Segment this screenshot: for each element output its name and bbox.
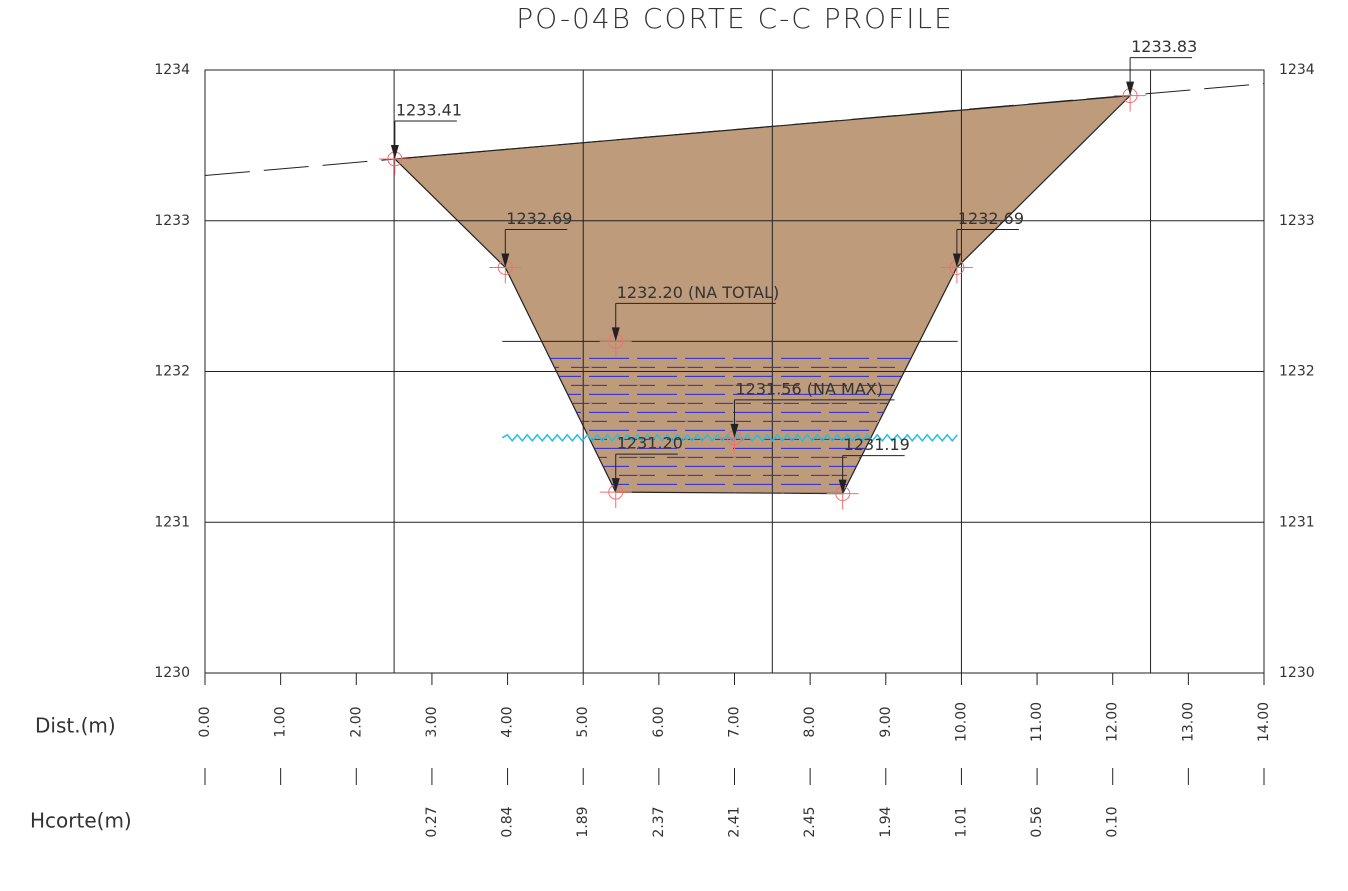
x-tick-label: 4.00 [500, 706, 516, 737]
hcorte-value: 1.94 [878, 806, 894, 837]
y-tick-label-right: 1230 [1279, 665, 1315, 681]
hcorte-value: 0.56 [1029, 806, 1045, 837]
hcorte-value: 0.27 [424, 806, 440, 837]
elevation-label: 1233.83 [1131, 37, 1197, 56]
y-tick-label-right: 1231 [1279, 514, 1315, 530]
arrow [1126, 81, 1135, 96]
hcorte-value: 2.45 [802, 806, 818, 837]
elevation-label: 1232.69 [958, 209, 1024, 228]
y-tick-label-right: 1233 [1279, 213, 1315, 229]
arrow [730, 423, 739, 438]
x-tick-label: 1.00 [273, 706, 289, 737]
y-tick-label-right: 1234 [1279, 62, 1315, 78]
y-tick-label: 1231 [154, 514, 190, 530]
hcorte-value: 0.10 [1105, 806, 1121, 837]
x-tick-label: 13.00 [1180, 702, 1196, 742]
x-tick-label: 3.00 [424, 706, 440, 737]
hcorte-value: 0.84 [500, 806, 516, 837]
water-level-label: 1232.20 (NA TOTAL) [617, 283, 780, 302]
elevation-label: 1231.19 [844, 435, 910, 454]
x-tick-label: 12.00 [1105, 702, 1121, 742]
arrow [611, 327, 620, 342]
water-level-label: 1231.56 (NA MAX) [736, 379, 883, 398]
y-tick-label: 1230 [154, 665, 190, 681]
x-tick-label: 14.00 [1256, 702, 1272, 742]
x-tick-label: 7.00 [727, 706, 743, 737]
arrow [611, 478, 620, 493]
hcorte-label: Hcorte(m) [30, 809, 132, 833]
x-tick-label: 6.00 [651, 706, 667, 737]
x-tick-label: 9.00 [878, 706, 894, 737]
elevation-label: 1232.69 [506, 209, 572, 228]
x-tick-label: 10.00 [953, 702, 969, 742]
arrow [501, 253, 510, 268]
x-axis-label: Dist.(m) [35, 714, 116, 738]
ground-line [204, 83, 1265, 177]
hcorte-value: 2.41 [727, 806, 743, 837]
chart-title: PO-04B CORTE C-C PROFILE [516, 2, 954, 35]
arrow [390, 144, 399, 159]
x-tick-label: 2.00 [348, 706, 364, 737]
y-tick-label: 1234 [154, 62, 190, 78]
elevation-label: 1233.41 [396, 100, 462, 119]
hcorte-value: 2.37 [651, 806, 667, 837]
y-tick-label: 1232 [154, 364, 190, 380]
hcorte-value: 1.01 [953, 806, 969, 837]
x-tick-label: 8.00 [802, 706, 818, 737]
arrow [838, 479, 847, 494]
arrow [952, 253, 961, 268]
x-tick-label: 0.00 [197, 706, 213, 737]
hcorte-value: 1.89 [575, 806, 591, 837]
elevation-label: 1231.20 [617, 434, 683, 453]
y-tick-label-right: 1232 [1279, 364, 1315, 380]
x-tick-label: 11.00 [1029, 702, 1045, 742]
x-tick-label: 5.00 [575, 706, 591, 737]
y-tick-label: 1233 [154, 213, 190, 229]
